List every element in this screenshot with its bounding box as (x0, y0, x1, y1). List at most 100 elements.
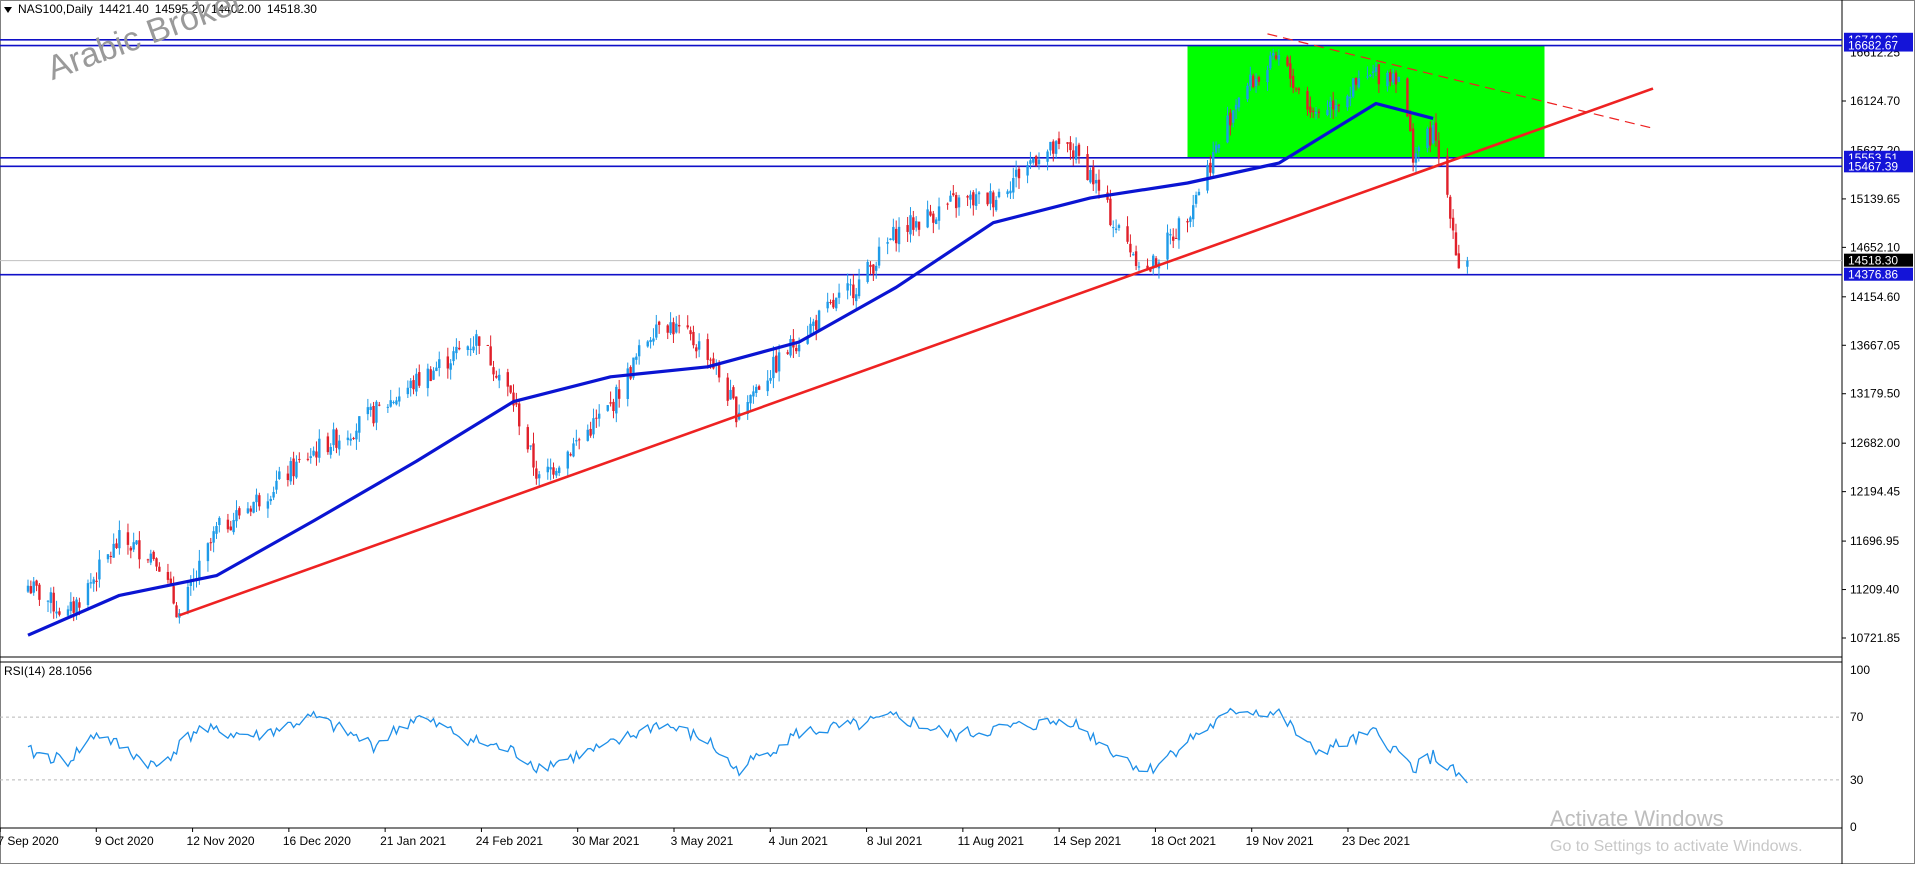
candle-body (546, 466, 549, 473)
candle-body (409, 380, 412, 388)
candle-body (997, 191, 1001, 198)
candle-body (852, 284, 855, 299)
price-tick-label: 13179.50 (1850, 387, 1900, 401)
candle-body (1437, 140, 1441, 158)
candle-body (69, 601, 73, 611)
time-tick-label: 4 Jun 2021 (769, 834, 829, 848)
candle-body (149, 553, 153, 563)
candle-body (855, 294, 858, 302)
candle-body (1434, 122, 1438, 141)
candle-body (172, 586, 175, 604)
candle-body (966, 196, 969, 198)
candle-body (272, 491, 275, 498)
candle-body (1426, 128, 1429, 148)
candle-body (1309, 106, 1312, 113)
candle-body (169, 578, 172, 584)
candle-body (226, 519, 230, 530)
candle-body (1311, 110, 1315, 112)
candle-body (1072, 150, 1075, 158)
candle-body (72, 601, 75, 613)
candle-body (26, 585, 30, 592)
candle-body (186, 586, 190, 613)
candle-body (1077, 144, 1081, 156)
candle-body (569, 454, 572, 456)
time-tick-label: 3 May 2021 (671, 834, 734, 848)
candle-body (1266, 70, 1269, 83)
candle-body (637, 345, 641, 357)
candle-body (735, 396, 738, 423)
candle-body (815, 320, 818, 330)
candle-body (872, 264, 875, 274)
candle-body (972, 192, 975, 206)
candle-body (375, 401, 378, 423)
candle-body (1212, 152, 1215, 174)
candle-body (697, 341, 701, 350)
candle-body (289, 461, 292, 482)
activate-windows-subtitle: Go to Settings to activate Windows. (1550, 838, 1803, 855)
candle-body (349, 438, 352, 441)
candle-body (212, 531, 215, 543)
candle-body (957, 197, 961, 208)
rsi-axis-label: 0 (1850, 820, 1857, 834)
candle-body (158, 566, 161, 572)
candle-body (835, 297, 838, 309)
candle-body (449, 363, 452, 370)
candle-body (1192, 205, 1195, 220)
candle-body (1217, 144, 1221, 149)
candle-body (392, 402, 395, 404)
low-value: 14402.00 (210, 2, 261, 16)
chevron-down-icon[interactable] (4, 6, 12, 13)
candle-body (238, 508, 241, 516)
candle-body (1109, 198, 1112, 226)
candle-body (806, 336, 809, 344)
candle-body (1154, 258, 1158, 267)
candle-body (1009, 190, 1012, 194)
candle-body (775, 355, 778, 373)
candle-body (912, 217, 915, 230)
candle-body (1386, 72, 1389, 87)
candle-body (772, 356, 775, 379)
candle-body (355, 430, 358, 440)
candle-body (1454, 232, 1458, 256)
candle-body (1029, 160, 1032, 164)
candle-body (532, 443, 535, 468)
current-price-label: 14518.30 (1848, 254, 1898, 268)
candle-body (1066, 142, 1069, 144)
rsi-axis-label: 30 (1850, 773, 1864, 787)
candle-body (669, 322, 672, 334)
time-tick-label: 19 Nov 2021 (1246, 834, 1314, 848)
candle-body (1306, 91, 1309, 110)
candle-body (426, 368, 430, 389)
candle-body (597, 413, 601, 419)
candle-body (1037, 159, 1041, 165)
candle-body (1397, 77, 1401, 82)
candle-body (566, 451, 569, 469)
time-tick-label: 18 Oct 2021 (1151, 834, 1217, 848)
candle-body (629, 367, 632, 379)
candle-body (1451, 217, 1455, 231)
price-tick-label: 16124.70 (1850, 94, 1900, 108)
candle-body (1326, 109, 1329, 115)
candle-body (506, 372, 509, 387)
time-tick-label: 12 Nov 2020 (187, 834, 255, 848)
candle-body (1137, 266, 1141, 268)
candle-body (1126, 226, 1129, 242)
candle-body (1246, 85, 1249, 100)
candle-body (1251, 75, 1255, 88)
rsi-header: RSI(14) 28.1056 (4, 664, 93, 678)
candle-body (332, 429, 335, 446)
candle-body (609, 402, 612, 404)
candle-body (206, 543, 210, 562)
candle-body (469, 348, 472, 350)
candle-body (486, 344, 490, 346)
candle-body (906, 225, 909, 232)
candle-body (209, 542, 212, 544)
candle-body (1271, 53, 1275, 56)
candle-body (646, 341, 649, 347)
chart-header: NAS100,Daily 14421.40 14595.20 14402.00 1451… (4, 2, 323, 16)
candle-body (717, 362, 721, 378)
candle-body (98, 559, 101, 580)
candle-body (686, 325, 689, 328)
candle-body (535, 468, 538, 479)
candle-body (278, 471, 281, 480)
